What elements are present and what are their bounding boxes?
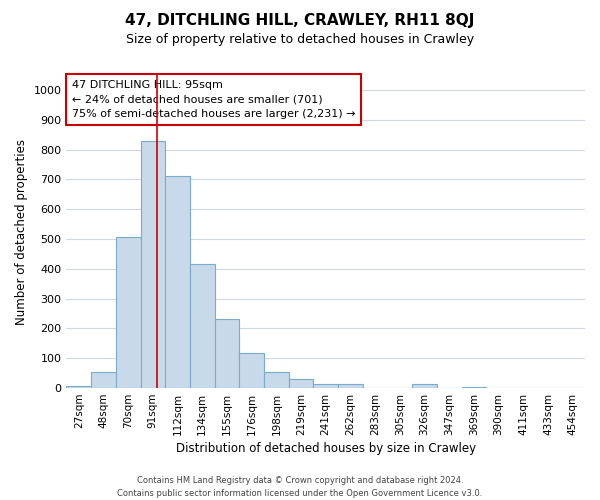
Bar [289,379,313,388]
Bar [116,238,140,388]
Bar [412,384,437,388]
Bar [313,384,338,388]
X-axis label: Distribution of detached houses by size in Crawley: Distribution of detached houses by size … [176,442,476,455]
Bar [91,372,116,388]
Bar [67,386,91,388]
Bar [239,353,264,388]
Bar [140,140,165,388]
Bar [190,264,215,388]
Y-axis label: Number of detached properties: Number of detached properties [15,138,28,324]
Bar [215,320,239,388]
Text: 47, DITCHLING HILL, CRAWLEY, RH11 8QJ: 47, DITCHLING HILL, CRAWLEY, RH11 8QJ [125,12,475,28]
Text: Size of property relative to detached houses in Crawley: Size of property relative to detached ho… [126,32,474,46]
Bar [338,384,363,388]
Bar [461,386,486,388]
Text: 47 DITCHLING HILL: 95sqm
← 24% of detached houses are smaller (701)
75% of semi-: 47 DITCHLING HILL: 95sqm ← 24% of detach… [71,80,355,120]
Bar [165,176,190,388]
Bar [264,372,289,388]
Text: Contains HM Land Registry data © Crown copyright and database right 2024.
Contai: Contains HM Land Registry data © Crown c… [118,476,482,498]
